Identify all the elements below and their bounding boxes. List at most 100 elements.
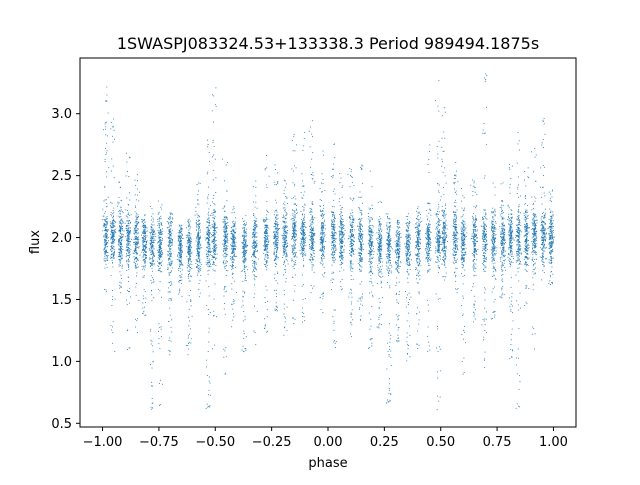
data-point	[308, 130, 310, 132]
data-point	[126, 210, 128, 211]
data-point	[276, 223, 277, 225]
data-point	[286, 226, 288, 228]
data-point	[245, 245, 246, 247]
data-point	[245, 231, 246, 233]
data-point	[302, 239, 304, 241]
data-point	[158, 218, 160, 220]
data-point	[145, 253, 147, 255]
data-point	[293, 323, 295, 324]
data-point	[128, 227, 129, 229]
data-point	[311, 228, 313, 230]
data-point	[334, 231, 336, 233]
data-point	[151, 381, 153, 383]
data-point	[113, 220, 115, 222]
data-point	[264, 256, 266, 258]
data-point	[104, 223, 106, 225]
data-point	[126, 228, 128, 229]
data-point	[264, 238, 266, 240]
data-point	[151, 264, 153, 266]
data-point	[128, 253, 130, 254]
data-point	[303, 226, 304, 228]
data-point	[189, 253, 191, 255]
data-point	[311, 269, 313, 271]
data-point	[334, 249, 336, 251]
data-point	[264, 245, 266, 247]
data-point	[179, 255, 181, 257]
data-point	[242, 250, 244, 252]
data-point	[112, 222, 114, 224]
data-point	[199, 251, 201, 253]
data-point	[303, 233, 305, 235]
data-point	[168, 231, 170, 233]
data-point	[244, 237, 245, 239]
data-point	[264, 242, 266, 244]
data-point	[180, 247, 182, 249]
data-point	[309, 220, 311, 222]
data-point	[197, 234, 199, 236]
data-point	[208, 243, 210, 245]
data-point	[283, 236, 285, 238]
data-point	[284, 221, 286, 223]
data-point	[152, 270, 153, 272]
data-point	[333, 309, 335, 311]
data-point	[125, 225, 127, 227]
data-point	[161, 260, 163, 262]
data-point	[243, 230, 245, 232]
data-point	[234, 243, 236, 244]
data-point	[182, 245, 184, 247]
data-point	[267, 300, 269, 302]
data-point	[313, 235, 315, 237]
data-point	[180, 231, 182, 233]
data-point	[141, 237, 143, 238]
data-point	[207, 243, 209, 244]
data-point	[126, 238, 128, 240]
data-point	[196, 229, 197, 231]
data-point	[294, 255, 296, 257]
data-point	[226, 200, 228, 202]
data-point	[158, 239, 160, 241]
data-point	[144, 231, 146, 233]
data-point	[188, 249, 190, 251]
data-point	[322, 240, 324, 241]
data-point	[196, 244, 198, 246]
data-point	[111, 229, 113, 231]
data-point	[276, 310, 278, 312]
data-point	[159, 250, 160, 252]
data-point	[129, 232, 131, 234]
data-point	[169, 248, 171, 250]
data-point	[251, 256, 252, 258]
data-point	[331, 244, 333, 246]
data-point	[247, 269, 249, 271]
data-point	[152, 251, 153, 253]
data-point	[160, 231, 162, 233]
data-point	[141, 225, 143, 227]
data-point	[333, 240, 334, 242]
data-point	[169, 249, 171, 251]
data-point	[265, 226, 267, 228]
data-point	[265, 184, 267, 186]
data-point	[331, 278, 333, 280]
data-point	[158, 252, 160, 254]
data-point	[265, 235, 267, 236]
data-point	[242, 243, 244, 245]
data-point	[311, 248, 313, 250]
data-point	[106, 258, 108, 260]
data-point	[212, 263, 214, 265]
data-point	[170, 251, 172, 253]
data-point	[104, 212, 106, 214]
data-point	[158, 238, 160, 240]
data-point	[149, 243, 151, 245]
data-point	[263, 237, 265, 238]
data-point	[160, 262, 162, 264]
data-point	[321, 237, 323, 239]
data-point	[128, 247, 130, 249]
data-point	[159, 327, 161, 328]
data-point	[333, 232, 335, 234]
data-point	[198, 241, 200, 243]
data-point	[187, 250, 189, 252]
data-point	[305, 253, 307, 255]
data-point	[214, 204, 216, 206]
data-point	[179, 260, 181, 262]
data-point	[170, 282, 172, 284]
data-point	[264, 254, 266, 256]
